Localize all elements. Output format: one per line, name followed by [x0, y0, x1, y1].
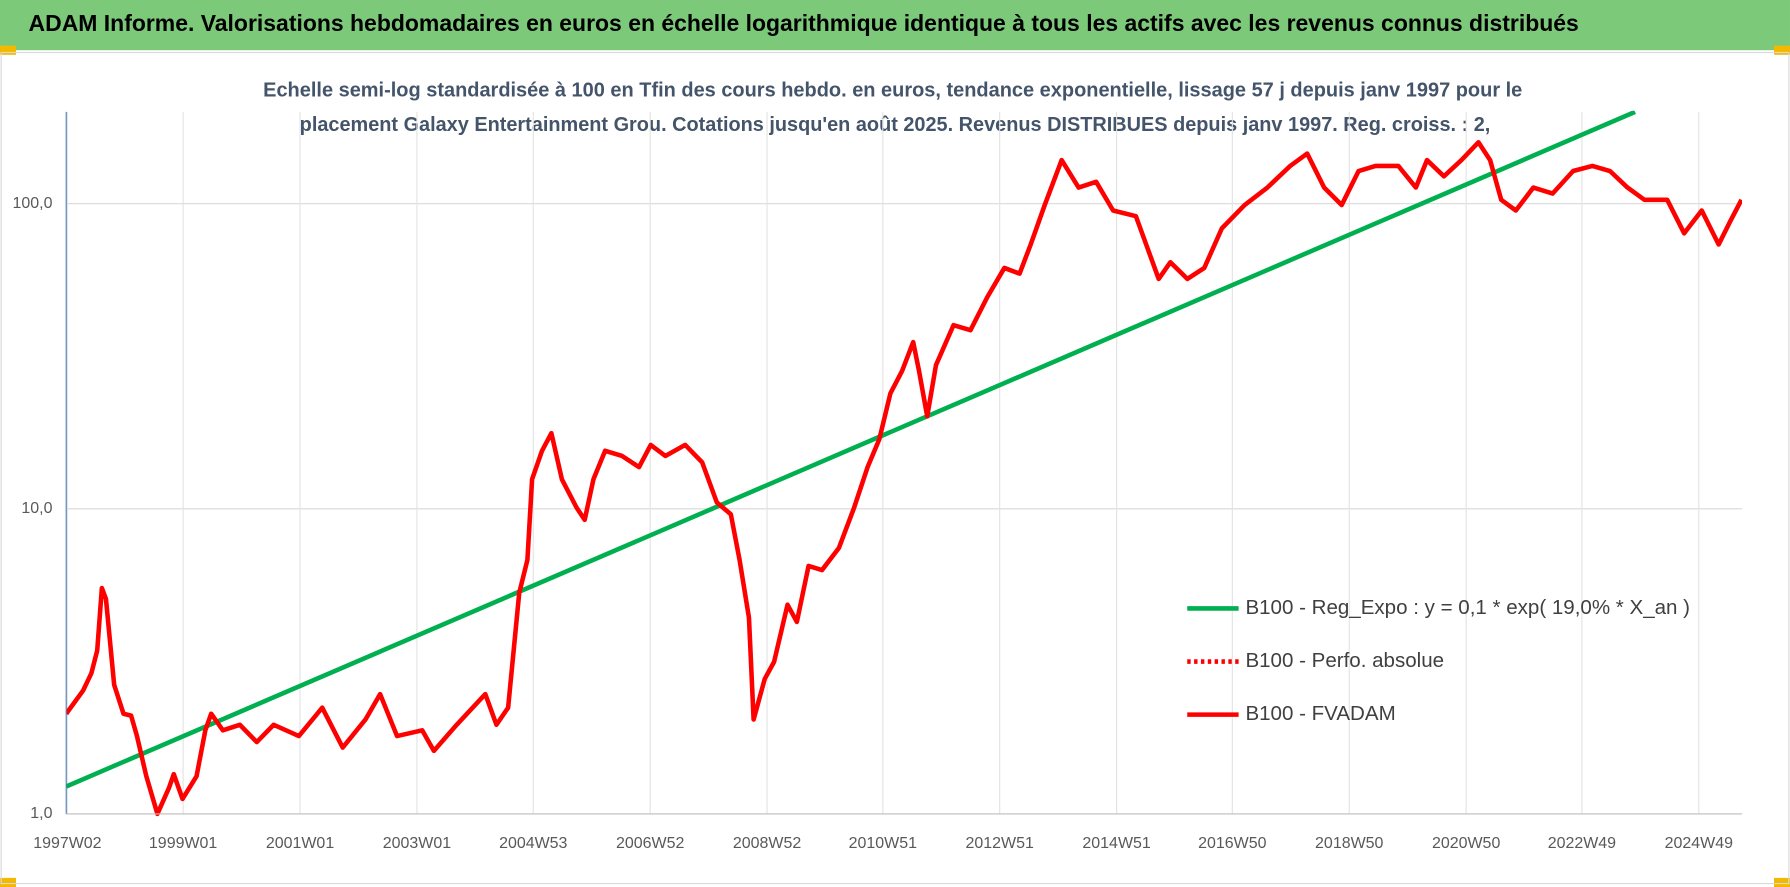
x-tick-label: 2020W50 [1432, 835, 1500, 852]
x-tick-label: 2006W52 [616, 835, 684, 852]
x-tick-label: 2012W51 [966, 835, 1034, 852]
y-tick-label: 1,0 [30, 805, 52, 822]
y-tick-label: 10,0 [21, 500, 52, 517]
header-title: ADAM Informe. Valorisations hebdomadaire… [29, 10, 1579, 36]
legend-label: B100 - Perfo. absolue [1245, 649, 1444, 672]
chart-title: Echelle semi-log standardisée à 100 en T… [263, 79, 1522, 102]
series-line [66, 139, 1743, 817]
x-tick-label: 2018W50 [1315, 835, 1383, 852]
frame [0, 51, 1790, 885]
x-tick-label: 2014W51 [1082, 835, 1150, 852]
y-tick-label: 100,0 [13, 195, 53, 212]
x-tick-label: 2004W53 [499, 835, 567, 852]
corner [1774, 45, 1790, 55]
x-tick-label: 1997W02 [33, 835, 101, 852]
x-tick-label: 2010W51 [849, 835, 917, 852]
x-tick-label: 2024W49 [1665, 835, 1733, 852]
corner [0, 45, 16, 55]
x-tick-label: 2008W52 [733, 835, 801, 852]
x-tick-label: 1999W01 [149, 835, 217, 852]
header-bar [0, 0, 1790, 51]
chart-title: placement Galaxy Entertainment Grou. Cot… [300, 113, 1491, 136]
series-line [66, 110, 1636, 789]
legend-label: B100 - FVADAM [1245, 702, 1395, 725]
legend-label: B100 - Reg_Expo : y = 0,1 * exp( 19,0% *… [1245, 596, 1690, 619]
corner [0, 877, 16, 887]
x-tick-label: 2003W01 [383, 835, 451, 852]
corner [1774, 877, 1790, 887]
x-tick-label: 2022W49 [1548, 835, 1616, 852]
x-tick-label: 2016W50 [1198, 835, 1266, 852]
x-tick-label: 2001W01 [266, 835, 334, 852]
